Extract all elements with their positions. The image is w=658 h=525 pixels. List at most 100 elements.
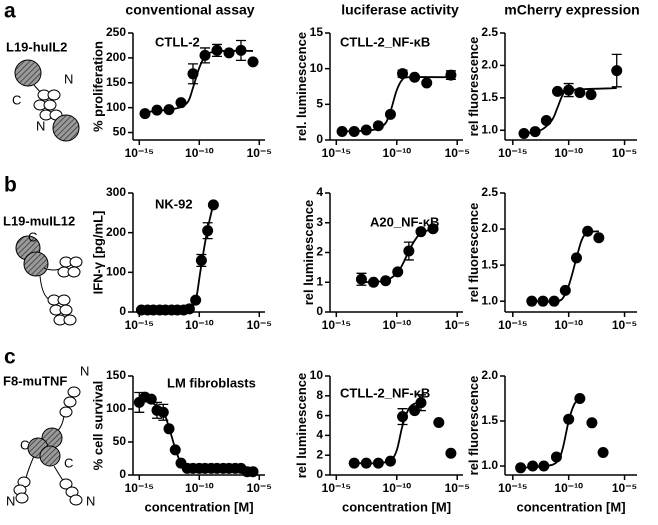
fit-curve	[144, 49, 254, 114]
construct-name: L19-muIL12	[3, 213, 75, 228]
panel-letter: b	[4, 174, 17, 197]
y-tick-label: 100	[106, 265, 126, 279]
data-point	[445, 447, 457, 459]
y-tick-label: 200	[106, 50, 126, 64]
data-point	[421, 77, 433, 89]
x-tick-label: 10⁻⁵	[247, 318, 272, 332]
y-tick-label: 2.5	[481, 25, 498, 39]
x-tick-label: 10⁻⁵	[247, 481, 272, 495]
construct-diagram	[15, 235, 83, 326]
y-tick-label: 0	[316, 467, 323, 481]
data-point	[409, 405, 421, 417]
diagram-label: N	[86, 493, 95, 508]
y-tick-label: 2	[316, 245, 323, 259]
diagram-label: N	[80, 363, 89, 378]
fit-curve	[531, 230, 599, 303]
diagram-label: N	[6, 493, 15, 508]
x-tick-label: 10⁻¹⁵	[498, 146, 527, 160]
x-tick-label: 10⁻¹⁰	[383, 146, 412, 160]
data-point	[223, 47, 235, 59]
data-point	[593, 232, 605, 244]
construct-diagram	[13, 386, 83, 506]
y-tick-label: 50	[113, 434, 127, 448]
y-tick-label: 150	[106, 75, 126, 89]
y-tick-label: 1.5	[481, 413, 498, 427]
y-tick-label: 300	[106, 185, 126, 199]
chart-panel: 0 1 2 3 4 10⁻¹⁵ 10⁻¹⁰ 10⁻⁵ rel luminescence A20_N…	[301, 185, 470, 332]
y-tick-label: 1.5	[481, 90, 498, 104]
data-point	[355, 273, 367, 285]
x-tick-label: 10⁻¹⁵	[125, 146, 154, 160]
chart-title: CTLL-2	[155, 34, 200, 49]
y-axis-label: rel fluorescence	[466, 376, 481, 476]
panel-letter: a	[4, 0, 16, 23]
y-tick-label: 2.0	[481, 368, 498, 382]
chart-title: LM fibroblasts	[167, 375, 256, 390]
x-tick-label: 10⁻¹⁵	[498, 318, 527, 332]
fit-curve	[361, 227, 434, 284]
y-tick-label: 0	[119, 467, 126, 481]
fit-curve	[141, 202, 215, 312]
chart-panel: 0 50 100 150 10⁻¹⁵ 10⁻¹⁰ 10⁻⁵ % cell survival co…	[90, 368, 272, 514]
x-tick-label: 10⁻⁵	[612, 318, 637, 332]
chart-panel: 0 2 4 6 8 10 10⁻¹⁵ 10⁻¹⁰ 10⁻⁵ rel luminescence con…	[294, 368, 470, 514]
x-axis-label: concentration [M]	[516, 499, 625, 514]
x-tick-label: 10⁻⁵	[612, 481, 637, 495]
y-tick-label: 0	[119, 304, 126, 318]
y-tick-label: 1	[316, 274, 323, 288]
column-header: mCherry expression	[504, 2, 639, 18]
x-tick-label: 10⁻¹⁵	[125, 318, 154, 332]
chart-title: CTLL-2_NF-κB	[340, 385, 430, 400]
fit-curve	[139, 400, 254, 470]
data-point	[372, 120, 384, 132]
construct-diagram	[14, 59, 80, 142]
x-tick-label: 10⁻¹⁵	[322, 318, 351, 332]
y-tick-label: 15	[310, 25, 324, 39]
y-tick-label: 2.0	[481, 58, 498, 72]
data-point	[611, 65, 623, 77]
x-tick-label: 10⁻⁵	[445, 481, 470, 495]
diagram-label: C	[12, 92, 21, 107]
y-tick-label: 4	[316, 428, 323, 442]
chart-panel: 0 5 10 15 10⁻¹⁵ 10⁻¹⁰ 10⁻⁵ rel. luminescence CTL…	[294, 25, 470, 160]
chart-panel: 50 100 150 200 250 10⁻¹⁵ 10⁻¹⁰ 10⁻⁵ % proliferat…	[90, 25, 272, 160]
fit-curve	[520, 397, 581, 469]
data-point	[139, 108, 151, 120]
data-point	[211, 44, 223, 56]
x-tick-label: 10⁻¹⁰	[185, 318, 214, 332]
construct-name: L19-huIL2	[6, 39, 67, 54]
y-tick-label: 2.5	[481, 185, 498, 199]
x-tick-label: 10⁻¹⁰	[383, 481, 412, 495]
chart-title: CTLL-2_NF-κB	[340, 34, 430, 49]
x-tick-label: 10⁻⁵	[445, 146, 470, 160]
fit-curve	[354, 401, 422, 465]
data-point	[445, 69, 457, 81]
x-tick-label: 10⁻¹⁵	[322, 146, 351, 160]
y-tick-label: 100	[106, 100, 126, 114]
y-tick-label: 3	[316, 215, 323, 229]
y-tick-label: 100	[106, 401, 126, 415]
y-axis-label: % cell survival	[90, 381, 105, 471]
x-tick-label: 10⁻¹⁵	[498, 481, 527, 495]
x-tick-label: 10⁻¹⁰	[554, 318, 583, 332]
y-tick-label: 150	[106, 368, 126, 382]
diagram-label: C	[28, 229, 37, 244]
y-tick-label: 200	[106, 225, 126, 239]
data-point	[552, 85, 564, 97]
data-point	[247, 56, 259, 68]
x-tick-label: 10⁻¹⁰	[185, 481, 214, 495]
fit-curve	[523, 87, 617, 135]
y-tick-label: 10	[310, 61, 324, 75]
data-point	[433, 417, 445, 429]
diagram-label: N	[36, 118, 45, 133]
x-tick-label: 10⁻¹⁰	[383, 318, 412, 332]
data-point	[527, 460, 539, 472]
y-tick-label: 250	[106, 25, 126, 39]
x-tick-label: 10⁻⁵	[612, 146, 637, 160]
y-tick-label: 1.0	[481, 293, 498, 307]
column-header: conventional assay	[125, 2, 254, 18]
chart-title: NK-92	[155, 196, 193, 211]
y-tick-label: 1.5	[481, 257, 498, 271]
x-tick-label: 10⁻¹⁰	[185, 146, 214, 160]
